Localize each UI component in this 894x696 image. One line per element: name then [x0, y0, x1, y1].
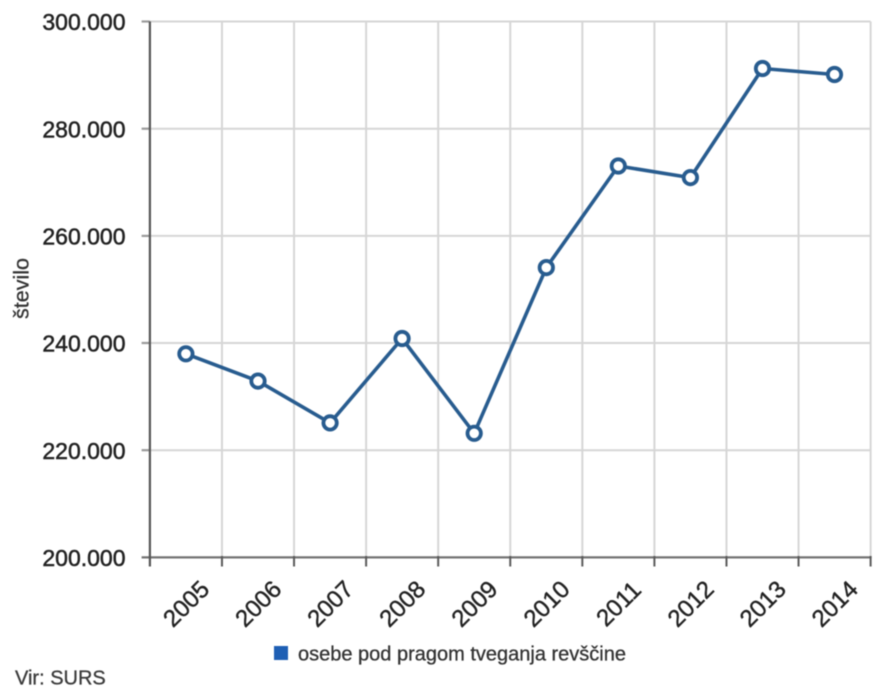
svg-text:300.000: 300.000: [42, 9, 125, 35]
svg-text:240.000: 240.000: [42, 331, 125, 357]
svg-text:260.000: 260.000: [42, 224, 125, 250]
svg-text:osebe pod pragom tveganja revš: osebe pod pragom tveganja revščine: [298, 644, 626, 666]
svg-text:280.000: 280.000: [42, 116, 125, 142]
svg-text:220.000: 220.000: [42, 438, 125, 464]
svg-text:Vir: SURS: Vir: SURS: [15, 668, 106, 690]
svg-text:200.000: 200.000: [42, 545, 125, 571]
svg-text:število: število: [10, 258, 34, 319]
